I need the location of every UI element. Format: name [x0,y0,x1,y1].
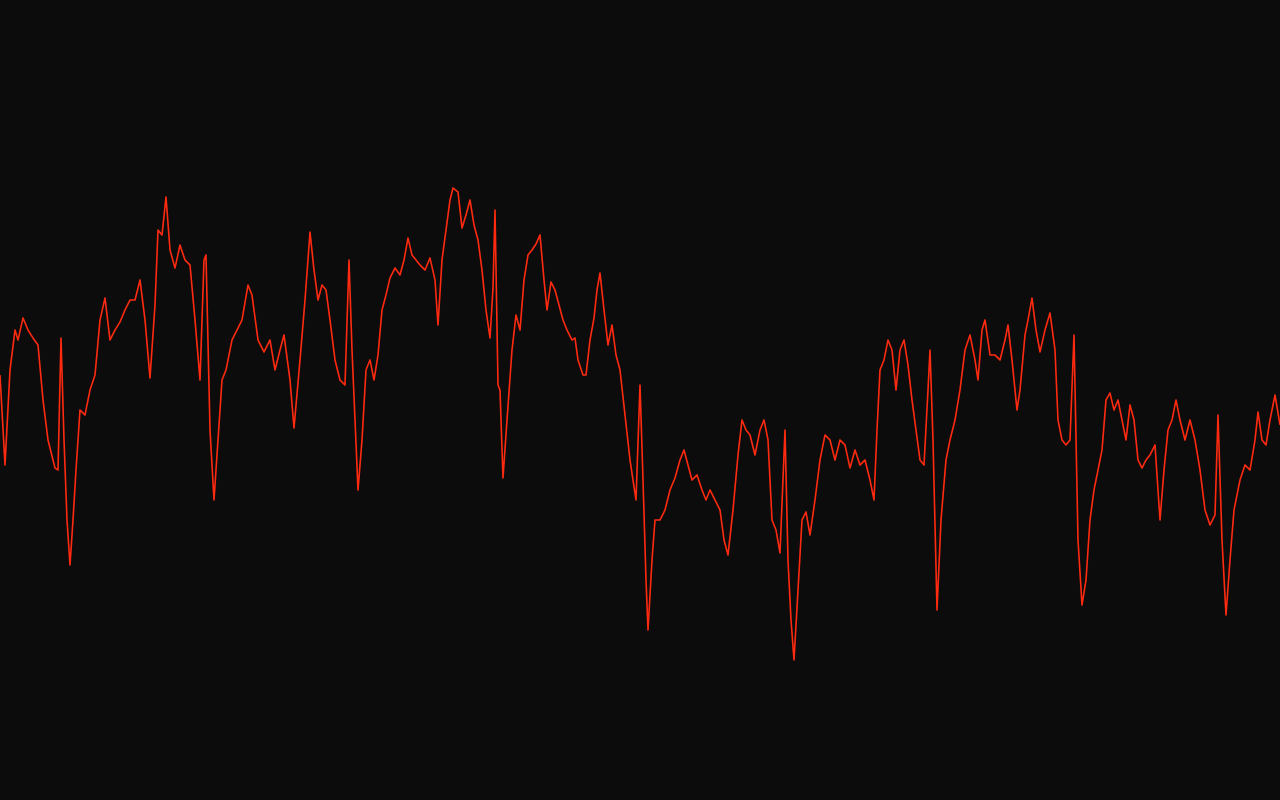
series-line [0,187,1280,661]
series-layer [0,187,1280,661]
